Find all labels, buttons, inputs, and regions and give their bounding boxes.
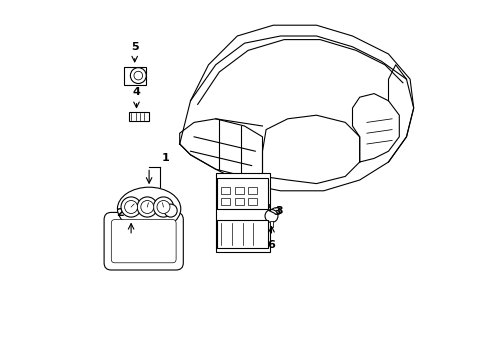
Bar [248,198,257,205]
Circle shape [153,197,173,217]
Text: 6: 6 [267,240,275,251]
Bar [215,173,269,252]
Bar [221,187,230,194]
Circle shape [121,197,141,217]
Circle shape [124,201,137,213]
Bar [221,198,230,205]
FancyBboxPatch shape [104,212,183,270]
Circle shape [141,201,153,213]
Text: 4: 4 [132,87,140,97]
Text: 3: 3 [272,207,280,217]
Text: 2: 2 [116,208,124,218]
Circle shape [130,68,146,84]
Circle shape [137,197,157,217]
Bar [123,67,145,85]
Bar [234,198,244,205]
Circle shape [157,201,170,213]
Bar [248,187,257,194]
Bar [217,178,267,209]
Text: 5: 5 [131,42,138,52]
FancyBboxPatch shape [111,220,176,263]
Bar [234,187,244,194]
Text: 3: 3 [274,206,282,216]
Ellipse shape [117,187,181,230]
Text: 1: 1 [161,153,169,163]
Bar [129,112,149,121]
Bar [269,221,273,227]
Circle shape [164,204,177,217]
Circle shape [264,210,277,222]
Circle shape [134,71,142,80]
Bar [217,220,267,248]
